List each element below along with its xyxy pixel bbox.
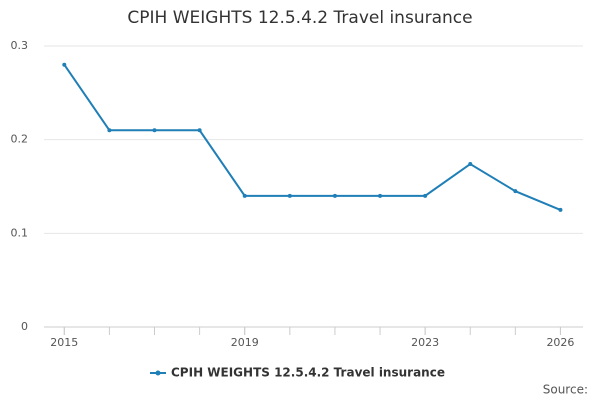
point xyxy=(152,128,157,133)
line xyxy=(63,64,561,211)
x-tick-label: 2019 xyxy=(231,336,259,349)
legend-label: CPIH WEIGHTS 12.5.4.2 Travel insurance xyxy=(171,366,445,380)
point xyxy=(197,128,202,133)
point xyxy=(287,193,292,198)
y-tick-label: 0.3 xyxy=(11,39,29,52)
point xyxy=(513,189,518,194)
point xyxy=(107,128,112,133)
y-tick-label: 0.2 xyxy=(11,133,29,146)
x-tick-label: 2023 xyxy=(411,336,439,349)
x-tick-label: 2015 xyxy=(50,336,78,349)
point xyxy=(332,193,337,198)
source: Source: xyxy=(543,383,588,397)
y-tick-label: 0 xyxy=(21,320,28,333)
point xyxy=(558,207,563,212)
point xyxy=(378,193,383,198)
legend-marker xyxy=(155,370,161,376)
chart-title: CPIH WEIGHTS 12.5.4.2 Travel insurance xyxy=(127,8,472,28)
point xyxy=(423,193,428,198)
point xyxy=(468,162,473,167)
y-tick-label: 0.1 xyxy=(11,226,29,239)
point xyxy=(62,62,67,67)
x-tick-label: 2026 xyxy=(546,336,574,349)
point xyxy=(242,193,247,198)
